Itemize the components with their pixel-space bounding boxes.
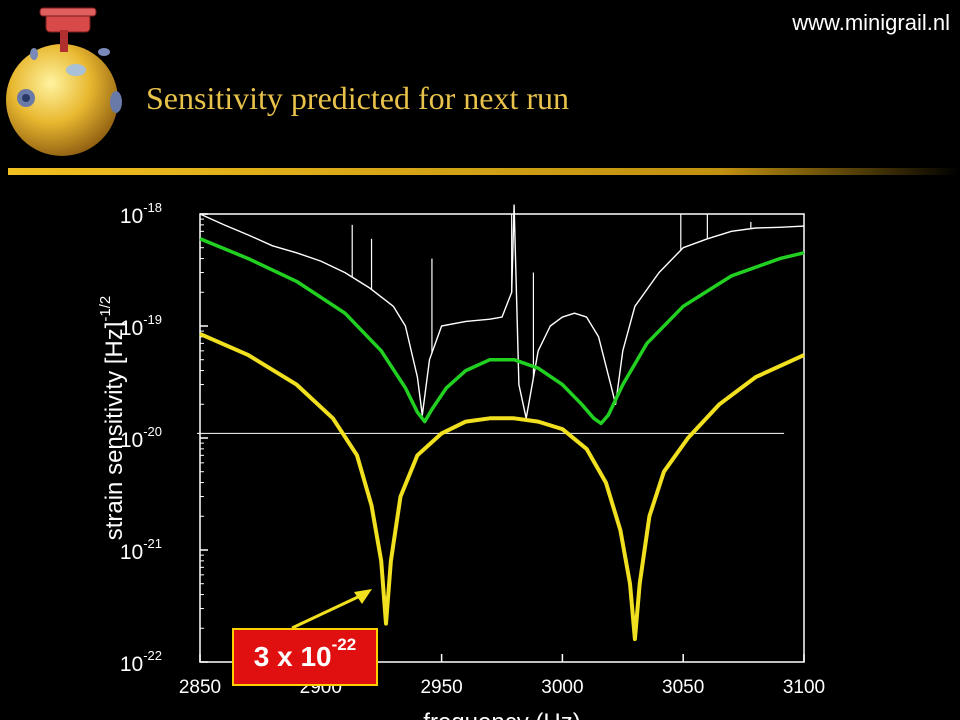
- y-axis-title: strain sensitivity [Hz]-1/2: [97, 296, 128, 541]
- x-tick-label: 2850: [179, 677, 221, 698]
- y-tick-label: 10-20: [120, 424, 162, 452]
- measured-noise-series: [199, 204, 805, 419]
- predicted-green-series: [199, 237, 805, 426]
- y-tick-label: 10-21: [120, 536, 162, 564]
- minigrail-logo-icon: [6, 7, 122, 156]
- x-tick-label: 3050: [662, 677, 704, 698]
- callout-exponent: -22: [331, 635, 357, 654]
- slide-title: Sensitivity predicted for next run: [146, 80, 570, 116]
- y-tick-label: 10-18: [120, 200, 162, 228]
- x-axis-title: frequency (Hz): [423, 709, 580, 720]
- plot-frame: [199, 213, 805, 663]
- x-tick-label: 2950: [420, 677, 462, 698]
- y-tick-label: 10-19: [120, 312, 162, 340]
- y-tick-label: 10-22: [120, 648, 162, 676]
- x-tick-label: 3000: [541, 677, 583, 698]
- callout-arrowhead: [354, 589, 372, 604]
- x-tick-label: 3100: [783, 677, 825, 698]
- minimum-sensitivity-callout: 3 x 10 -22: [232, 628, 378, 686]
- website-url: www.minigrail.nl: [792, 10, 950, 35]
- predicted-yellow-series: [199, 332, 805, 642]
- title-divider: [8, 168, 960, 175]
- callout-arrow: [291, 594, 361, 630]
- callout-mantissa: 3 x 10: [253, 641, 332, 672]
